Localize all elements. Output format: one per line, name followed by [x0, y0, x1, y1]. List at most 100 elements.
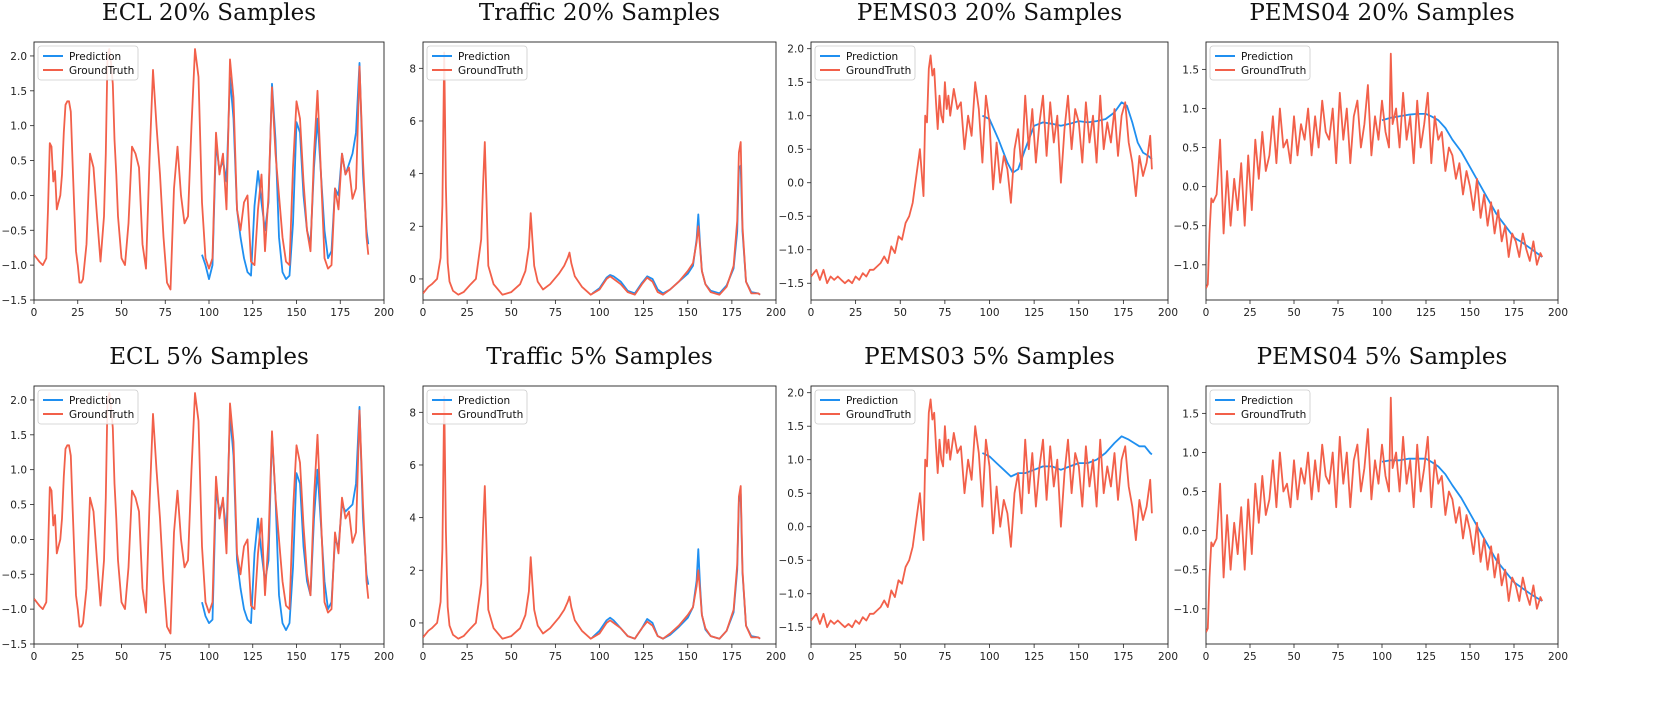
- x-tick-label: 25: [460, 651, 473, 663]
- x-tick-label: 175: [1113, 651, 1133, 663]
- legend-label: Prediction: [846, 51, 898, 63]
- legend-label: Prediction: [458, 395, 510, 407]
- y-tick-label: −1.0: [2, 260, 28, 272]
- y-tick-label: 2.0: [787, 388, 804, 400]
- x-tick-label: 200: [766, 307, 786, 319]
- legend-box: [1209, 45, 1311, 81]
- y-tick-label: 8: [409, 407, 416, 419]
- chart-panel: ECL 5% Samples 0 25 50 75 100 125 150 175 200 −1.5…: [2, 344, 395, 663]
- x-tick-label: 175: [722, 307, 742, 319]
- chart-title: Traffic 20% Samples: [479, 0, 720, 26]
- chart-title: PEMS03 20% Samples: [857, 0, 1122, 26]
- x-tick-label: 75: [1331, 307, 1344, 319]
- plot-frame: [810, 41, 1169, 301]
- x-tick-label: 175: [1113, 307, 1133, 319]
- x-tick-label: 0: [808, 307, 815, 319]
- x-tick-label: 50: [894, 307, 907, 319]
- y-tick-label: 1.0: [787, 111, 804, 123]
- x-tick-label: 125: [1416, 307, 1436, 319]
- y-tick-label: 1.0: [10, 465, 27, 477]
- x-tick-label: 175: [330, 651, 350, 663]
- y-tick-label: 1.0: [1182, 447, 1199, 459]
- x-tick-label: 50: [1287, 307, 1300, 319]
- y-tick-label: −0.5: [2, 569, 28, 581]
- x-tick-label: 125: [1024, 307, 1044, 319]
- chart-panel: PEMS03 20% Samples 0 25 50 75 100 125 150 175 200…: [779, 0, 1179, 319]
- x-tick-label: 150: [678, 307, 698, 319]
- x-tick-label: 50: [115, 651, 128, 663]
- y-tick-label: 0.0: [787, 178, 804, 190]
- y-tick-label: −0.5: [2, 225, 28, 237]
- prediction-line: [591, 492, 761, 640]
- groundtruth-line: [1206, 52, 1544, 289]
- y-tick-label: 2: [409, 565, 416, 577]
- y-tick-label: −0.5: [779, 555, 805, 567]
- y-tick-label: 2.0: [10, 395, 27, 407]
- x-tick-label: 150: [1460, 651, 1480, 663]
- x-tick-label: 0: [31, 307, 38, 319]
- legend-label: GroundTruth: [69, 409, 134, 421]
- legend: Prediction GroundTruth: [1209, 45, 1311, 81]
- y-tick-label: 4: [409, 513, 416, 525]
- chart-panel: PEMS04 5% Samples 0 25 50 75 100 125 150 175 200 −…: [1174, 344, 1569, 663]
- y-tick-label: 0.0: [10, 534, 27, 546]
- legend: Prediction GroundTruth: [37, 45, 139, 81]
- y-tick-label: 1.0: [1182, 103, 1199, 115]
- y-tick-label: −0.5: [1174, 565, 1200, 577]
- legend-label: Prediction: [69, 51, 121, 63]
- chart-panel: Traffic 5% Samples 0 25 50 75 100 125 150 175 200…: [409, 344, 786, 663]
- y-tick-label: 2.0: [787, 44, 804, 56]
- x-tick-label: 0: [1203, 307, 1210, 319]
- y-tick-label: 4: [409, 169, 416, 181]
- x-tick-label: 100: [1372, 651, 1392, 663]
- x-tick-label: 75: [549, 651, 562, 663]
- plot-frame: [810, 385, 1169, 645]
- legend-label: Prediction: [1241, 51, 1293, 63]
- y-tick-label: 6: [409, 460, 416, 472]
- legend: Prediction GroundTruth: [1209, 389, 1311, 425]
- y-tick-label: 0.5: [787, 488, 804, 500]
- chart-panel: ECL 20% Samples 0 25 50 75 100 125 150 175 200 −1.…: [2, 0, 395, 319]
- y-tick-label: 0.5: [10, 500, 27, 512]
- x-tick-label: 150: [1069, 307, 1089, 319]
- x-tick-label: 75: [549, 307, 562, 319]
- y-tick-label: −0.5: [779, 211, 805, 223]
- y-tick-label: 1.0: [10, 121, 27, 133]
- x-tick-label: 25: [1243, 307, 1256, 319]
- prediction-line: [1381, 113, 1543, 258]
- y-tick-label: −1.5: [2, 295, 28, 307]
- x-tick-label: 200: [374, 651, 394, 663]
- x-tick-label: 200: [766, 651, 786, 663]
- legend-label: GroundTruth: [458, 65, 523, 77]
- y-tick-label: 0.0: [1182, 182, 1199, 194]
- legend-box: [426, 389, 528, 425]
- x-tick-label: 25: [460, 307, 473, 319]
- x-tick-label: 200: [1158, 307, 1178, 319]
- x-tick-label: 150: [286, 307, 306, 319]
- y-tick-label: 2: [409, 221, 416, 233]
- y-tick-label: 2.0: [10, 51, 27, 63]
- y-tick-label: 0.5: [1182, 487, 1199, 499]
- x-tick-label: 100: [199, 651, 219, 663]
- legend-box: [814, 45, 916, 81]
- legend-box: [814, 389, 916, 425]
- x-tick-label: 125: [243, 651, 263, 663]
- x-tick-label: 50: [894, 651, 907, 663]
- legend-box: [37, 389, 139, 425]
- legend: Prediction GroundTruth: [814, 389, 916, 425]
- x-tick-label: 25: [71, 651, 84, 663]
- x-tick-label: 25: [1243, 651, 1256, 663]
- y-tick-label: 0.5: [10, 156, 27, 168]
- x-tick-label: 25: [71, 307, 84, 319]
- x-tick-label: 100: [589, 307, 609, 319]
- x-tick-label: 0: [1203, 651, 1210, 663]
- prediction-line: [591, 164, 761, 296]
- x-tick-label: 125: [634, 651, 654, 663]
- chart-title: ECL 20% Samples: [102, 0, 316, 26]
- y-tick-label: 1.0: [787, 455, 804, 467]
- x-tick-label: 50: [1287, 651, 1300, 663]
- y-tick-label: 1.5: [787, 77, 804, 89]
- legend-label: Prediction: [1241, 395, 1293, 407]
